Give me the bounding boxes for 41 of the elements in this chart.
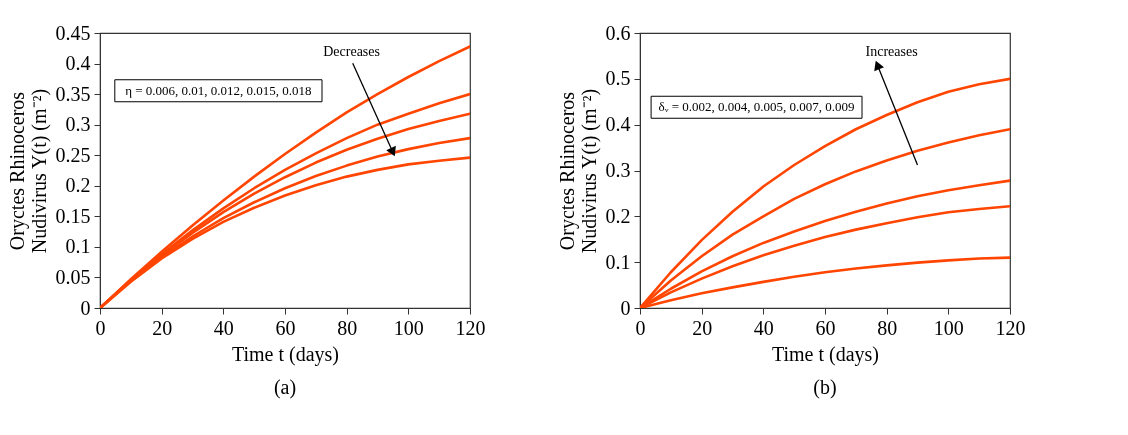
x-tick-label: 80 — [337, 316, 358, 339]
y-tick-label: 0.2 — [65, 174, 91, 197]
x-tick-label: 100 — [933, 316, 964, 339]
x-tick-label: 0 — [95, 316, 106, 339]
y-tick-label: 0.45 — [55, 21, 91, 44]
x-tick-label: 120 — [455, 316, 486, 339]
y-tick-label: 0.35 — [55, 82, 91, 105]
annotation: Increases — [865, 44, 918, 60]
x-tick-label: 100 — [393, 316, 424, 339]
x-tick-label: 20 — [152, 316, 173, 339]
annotation: δᵥ = 0.002, 0.004, 0.005, 0.007, 0.009 — [658, 99, 855, 115]
y-tick-label: 0.4 — [605, 113, 631, 136]
y-tick-label: 0.1 — [605, 250, 631, 273]
text: (a) — [273, 376, 297, 399]
y-tick-label: 0.05 — [55, 265, 91, 288]
y-tick-label: 0.4 — [65, 52, 91, 75]
annotation: η = 0.006, 0.01, 0.012, 0.015, 0.018 — [125, 82, 312, 98]
y-tick-label: 0.6 — [605, 21, 631, 44]
y-axis-title: Oryctes Rhinoceros Nudivirus Y(t) (m⁻²) — [555, 88, 601, 254]
y-tick-label: 0.15 — [55, 204, 91, 227]
y-tick-label: 0 — [80, 296, 91, 319]
x-tick-label: 120 — [995, 316, 1026, 339]
x-axis-title: Time t (days) — [231, 342, 340, 366]
y-tick-label: 0.3 — [605, 159, 631, 181]
annotation: Decreases — [323, 44, 380, 60]
x-tick-label: 0 — [635, 316, 646, 339]
x-tick-label: 40 — [753, 316, 774, 339]
x-tick-label: 60 — [275, 316, 296, 339]
y-tick-label: 0 — [620, 296, 631, 319]
y-tick-label: 0.3 — [65, 113, 91, 136]
y-axis-title: Oryctes Rhinoceros Nudivirus Y(t) (m⁻²) — [5, 88, 51, 254]
y-tick-label: 0.25 — [55, 143, 91, 166]
text: (b) — [813, 376, 837, 399]
y-tick-label: 0.1 — [65, 235, 91, 258]
x-tick-label: 80 — [877, 316, 898, 339]
y-tick-label: 0.5 — [605, 67, 631, 90]
x-axis-title: Time t (days) — [771, 342, 880, 366]
x-tick-label: 40 — [213, 316, 234, 339]
x-tick-label: 60 — [815, 316, 836, 339]
x-tick-label: 20 — [692, 316, 713, 339]
y-tick-label: 0.2 — [605, 204, 631, 227]
